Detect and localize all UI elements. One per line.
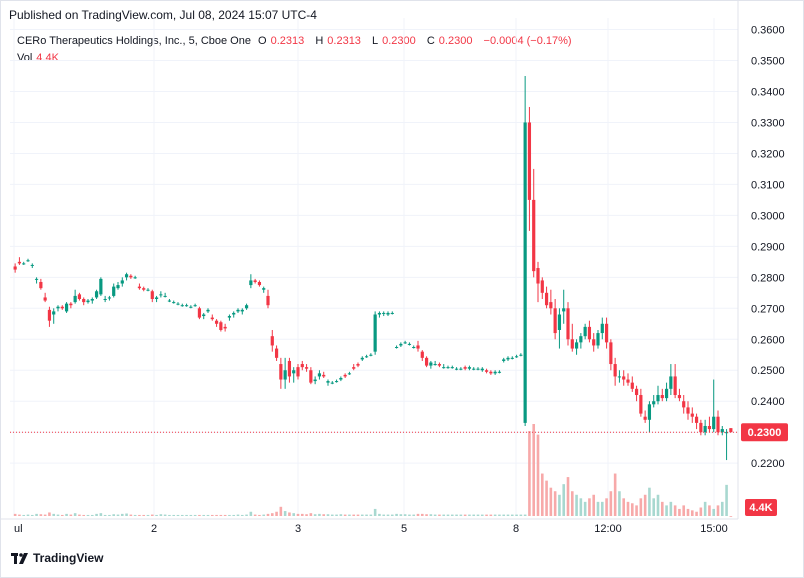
published-caption: Published on TradingView.com, Jul 08, 20… <box>9 8 317 22</box>
ohlc-high: H 0.2313 <box>315 35 361 47</box>
price-change: −0.0004 (−0.17%) <box>483 35 572 47</box>
tradingview-logo-icon <box>11 552 29 564</box>
volume-label: Vol <box>17 52 33 64</box>
tradingview-logo[interactable]: TradingView <box>11 551 103 565</box>
volume-value: 4.4K <box>36 52 59 64</box>
symbol-legend: CERo Therapeutics Holdings, Inc., 5, Cbo… <box>17 35 576 47</box>
ohlc-close: C 0.2300 <box>426 35 473 47</box>
symbol-title[interactable]: CERo Therapeutics Holdings, Inc., 5, Cbo… <box>17 35 251 47</box>
ohlc-open: O 0.2313 <box>258 35 305 47</box>
volume-legend: Vol 4.4K <box>17 52 59 64</box>
tradingview-brand: TradingView <box>33 551 104 565</box>
ohlc-low: L 0.2300 <box>372 35 416 47</box>
